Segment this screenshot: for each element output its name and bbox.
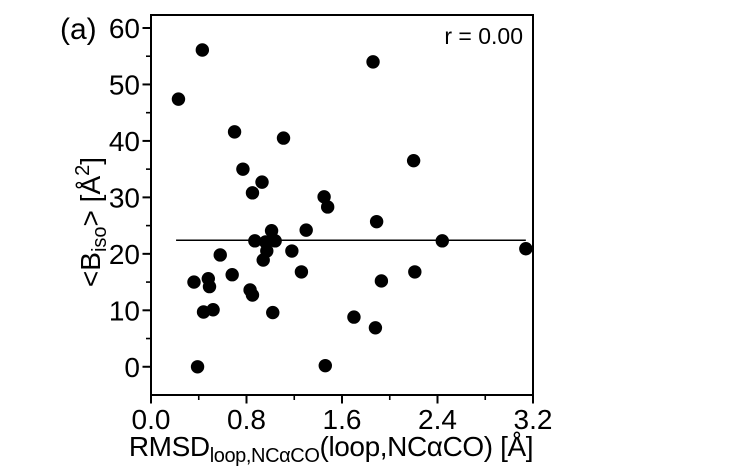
data-point [266, 305, 280, 320]
data-point [225, 268, 239, 282]
y-axis-title: <Biso> [Å2] [72, 157, 111, 287]
data-point [206, 303, 220, 317]
data-point [245, 288, 260, 302]
correlation-annotation: r = 0.00 [444, 23, 523, 49]
data-point [236, 162, 250, 176]
data-point [299, 223, 313, 237]
x-axis-tick-label: 1.6 [323, 404, 362, 435]
data-point [320, 200, 335, 214]
data-point [255, 175, 269, 189]
panel-label: (a) [60, 13, 97, 46]
data-point [435, 234, 449, 248]
data-point [187, 275, 201, 289]
data-point [268, 234, 282, 248]
data-point [256, 253, 270, 267]
data-point [195, 43, 210, 57]
data-point [202, 279, 217, 294]
data-point [190, 360, 205, 374]
data-point [227, 125, 242, 139]
data-point [366, 55, 380, 69]
data-point [248, 234, 262, 248]
x-axis-tick-label: 2.4 [418, 404, 457, 435]
data-point [264, 223, 279, 238]
data-point [285, 244, 299, 258]
data-point [369, 214, 384, 229]
data-point [171, 92, 186, 106]
y-axis-tick-label: 10 [109, 295, 140, 326]
y-axis-tick-label: 0 [124, 352, 140, 383]
data-point [408, 265, 422, 279]
data-point [213, 248, 227, 262]
data-point [245, 186, 260, 200]
data-point [318, 358, 332, 373]
x-axis-tick-label: 0.0 [132, 404, 171, 435]
data-point [347, 310, 361, 324]
data-point [519, 242, 533, 256]
data-point [294, 265, 309, 279]
y-axis-tick-label: 60 [109, 13, 140, 44]
x-axis-tick-label: 3.2 [514, 404, 553, 435]
data-point [374, 274, 389, 288]
plot-frame [150, 14, 534, 396]
y-axis-tick-label: 50 [109, 69, 140, 100]
x-axis-tick-label: 0.8 [227, 404, 266, 435]
y-axis-tick-label: 30 [109, 182, 140, 213]
data-point [406, 153, 421, 168]
data-point [368, 321, 383, 335]
data-point [276, 131, 291, 145]
y-axis-tick-label: 20 [109, 239, 140, 270]
y-axis-tick-label: 40 [109, 126, 140, 157]
x-axis-title: RMSDloop,NCαCO(loop,NCαCO) [Å] [129, 431, 533, 467]
data-point [317, 190, 331, 204]
